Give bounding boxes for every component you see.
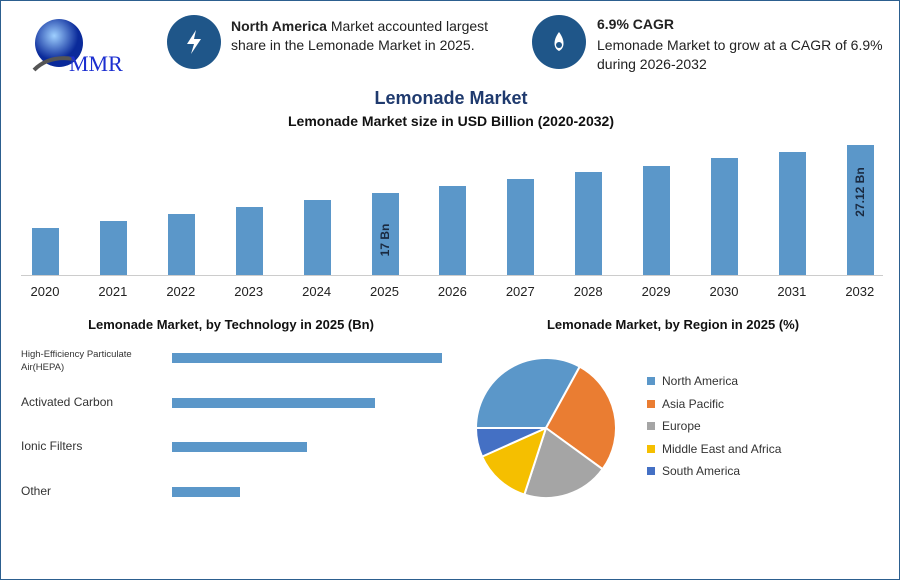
bar-2025 (371, 193, 399, 275)
legend-item: Asia Pacific (647, 397, 724, 411)
legend-label: North America (662, 374, 739, 388)
hbar (172, 487, 240, 498)
svg-text:MMR: MMR (69, 51, 123, 76)
flame-drop-icon (532, 15, 586, 69)
x-tick: 2024 (302, 284, 332, 299)
legend-swatch (647, 377, 655, 385)
bar-2021 (99, 221, 127, 275)
x-tick: 2029 (641, 284, 671, 299)
legend-label: South America (662, 464, 741, 478)
region-chart-title: Lemonade Market, by Region in 2025 (%) (546, 317, 800, 332)
pie-slice-europe (523, 426, 605, 499)
category-label: Other (21, 484, 52, 499)
legend-item: North America (647, 374, 738, 388)
x-tick: 2023 (234, 284, 264, 299)
region-pie-chart (474, 357, 617, 499)
legend-label: Middle East and Africa (662, 441, 782, 456)
data-label: 27.12 Bn (852, 167, 867, 217)
bar-2031 (778, 152, 806, 275)
bar-2030 (711, 157, 738, 275)
pie-slice-north-america (474, 357, 582, 429)
data-label: 17 Bn (377, 224, 392, 257)
lightning-icon (167, 15, 221, 69)
category-label: High-Efficiency Particulate Air(HEPA) (21, 349, 132, 373)
bar-2028 (575, 171, 603, 275)
legend-swatch (647, 399, 655, 408)
bar-2029 (643, 166, 671, 275)
pie-slice-south-america (474, 427, 547, 458)
bar-2027 (507, 179, 535, 275)
bar-2026 (439, 186, 467, 275)
pie-slice-middle-east-and-africa (480, 426, 548, 496)
x-tick: 2025 (370, 284, 399, 299)
chart-subtitle: Lemonade Market size in USD Billion (202… (288, 113, 614, 129)
x-tick: 2032 (845, 284, 875, 299)
x-tick: 2026 (437, 284, 467, 299)
legend-item: South America (647, 464, 740, 478)
legend-item: Europe (647, 419, 701, 433)
x-tick: 2020 (30, 284, 60, 299)
x-axis (21, 275, 883, 276)
hbar (172, 397, 375, 408)
pie-slice-asia-pacific (544, 365, 617, 471)
legend-swatch (647, 467, 655, 475)
legend-swatch (647, 444, 655, 453)
x-tick: 2021 (98, 284, 128, 299)
legend-swatch (647, 422, 655, 430)
legend-item: Middle East and Africa (647, 442, 781, 456)
bar-2032 (846, 144, 874, 275)
x-tick: 2028 (573, 284, 603, 299)
bar-2023 (235, 206, 263, 275)
legend-label: Asia Pacific (662, 396, 725, 411)
technology-chart-title: Lemonade Market, by Technology in 2025 (… (88, 317, 374, 332)
legend-label: Europe (662, 419, 701, 433)
info-cagr: 6.9% CAGR Lemonade Market to grow at a CA… (597, 16, 883, 72)
info-north-america: North America Market accounted largest s… (231, 18, 489, 53)
category-label: Ionic Filters (21, 439, 83, 454)
x-tick: 2022 (166, 284, 196, 299)
bar-2024 (303, 200, 331, 275)
category-label: Activated Carbon (21, 394, 114, 409)
mmr-logo: MMR (32, 19, 123, 76)
hbar (172, 442, 307, 453)
x-tick: 2030 (709, 284, 739, 299)
hbar (172, 353, 442, 363)
bar-2022 (167, 214, 195, 275)
chart-title: Lemonade Market (374, 88, 528, 108)
bar-2020 (32, 227, 59, 275)
x-tick: 2031 (777, 284, 807, 299)
x-tick: 2027 (505, 284, 535, 299)
